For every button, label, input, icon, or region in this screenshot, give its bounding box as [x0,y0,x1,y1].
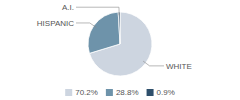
legend-swatch [147,89,154,96]
leader-line [143,61,164,66]
legend: 70.2% 28.8% 0.9% [65,88,175,97]
legend-label: 28.8% [116,88,139,97]
legend-item: 0.9% [147,88,175,97]
pie [88,12,152,76]
leader-line [76,7,119,15]
annotation: WHITE [166,62,192,71]
legend-item: 70.2% [65,88,98,97]
legend-item: 28.8% [106,88,139,97]
annotations: WHITE HISPANIC A.I. [37,3,192,71]
legend-label: 70.2% [75,88,98,97]
chart: WHITE HISPANIC A.I. 70.2% 28.8% 0.9% [0,0,240,100]
pie-slice [88,12,120,53]
legend-label: 0.9% [157,88,175,97]
annotation: A.I. [62,3,74,12]
legend-swatch [106,89,113,96]
leader-line [76,23,96,28]
pie-slice [118,12,120,44]
annotation: HISPANIC [37,19,74,28]
legend-swatch [65,89,72,96]
